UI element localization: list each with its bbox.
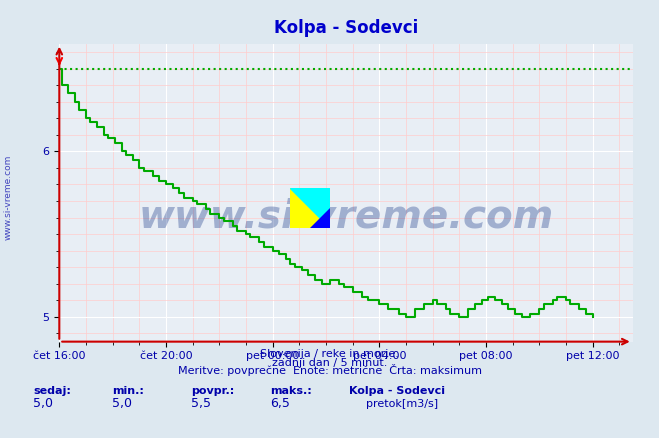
Text: 5,5: 5,5	[191, 397, 211, 410]
Text: min.:: min.:	[112, 386, 144, 396]
Text: sedaj:: sedaj:	[33, 386, 71, 396]
Text: www.si-vreme.com: www.si-vreme.com	[3, 155, 13, 240]
Polygon shape	[290, 188, 330, 228]
Polygon shape	[290, 188, 330, 228]
Text: Slovenija / reke in morje.: Slovenija / reke in morje.	[260, 349, 399, 359]
Text: Meritve: povprečne  Enote: metrične  Črta: maksimum: Meritve: povprečne Enote: metrične Črta:…	[177, 364, 482, 377]
Text: pretok[m3/s]: pretok[m3/s]	[366, 399, 438, 410]
Polygon shape	[310, 208, 330, 228]
Text: www.si-vreme.com: www.si-vreme.com	[138, 198, 554, 236]
Text: Kolpa - Sodevci: Kolpa - Sodevci	[349, 386, 445, 396]
Text: 5,0: 5,0	[33, 397, 53, 410]
Text: maks.:: maks.:	[270, 386, 312, 396]
Text: povpr.:: povpr.:	[191, 386, 235, 396]
Text: zadnji dan / 5 minut.: zadnji dan / 5 minut.	[272, 358, 387, 368]
Text: 5,0: 5,0	[112, 397, 132, 410]
Text: 6,5: 6,5	[270, 397, 290, 410]
Title: Kolpa - Sodevci: Kolpa - Sodevci	[274, 19, 418, 37]
